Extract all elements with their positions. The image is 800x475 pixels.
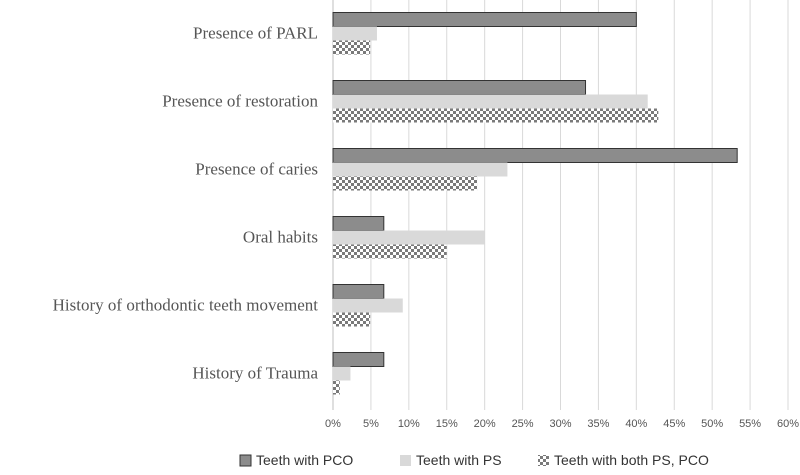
- category-label: History of Trauma: [192, 364, 318, 383]
- x-tick-label: 30%: [549, 418, 571, 430]
- legend-swatch-dark: [239, 454, 252, 467]
- category-label: Oral habits: [243, 228, 318, 247]
- x-tick-label: 40%: [625, 418, 647, 430]
- bar-light-3: [333, 230, 485, 245]
- gridlines: [332, 0, 789, 410]
- bar-light-0: [333, 26, 377, 41]
- x-tick-label: 55%: [739, 418, 761, 430]
- bar-light-2: [333, 162, 508, 177]
- category-label: Presence of caries: [195, 160, 318, 179]
- bar-dark-5: [332, 352, 385, 367]
- bar-light-5: [333, 366, 351, 381]
- bar-checker-2: [333, 176, 478, 191]
- bar-dark-4: [332, 284, 385, 299]
- category-label: Presence of restoration: [162, 92, 318, 111]
- category-label: History of orthodontic teeth movement: [53, 296, 319, 315]
- x-tick-label: 35%: [587, 418, 609, 430]
- legend-label: Teeth with both PS, PCO: [554, 452, 709, 468]
- category-labels: Presence of PARL Presence of restoration P…: [53, 24, 319, 383]
- x-tick-label: 60%: [777, 418, 799, 430]
- bar-dark-2: [332, 148, 738, 163]
- x-tick-label: 25%: [512, 418, 534, 430]
- x-tick-label: 15%: [436, 418, 458, 430]
- bar-checker-5: [333, 380, 340, 395]
- bars: [332, 12, 738, 395]
- category-label: Presence of PARL: [193, 24, 318, 43]
- bar-dark-3: [332, 216, 385, 231]
- bar-checker-1: [333, 108, 659, 123]
- bar-checker-4: [333, 312, 371, 327]
- x-tick-label: 50%: [701, 418, 723, 430]
- x-tick-label: 20%: [474, 418, 496, 430]
- bar-light-1: [333, 94, 648, 109]
- x-tick-label: 10%: [398, 418, 420, 430]
- legend: Teeth with PCO Teeth with PS Teeth with bo…: [239, 452, 709, 468]
- bar-dark-0: [332, 12, 637, 27]
- legend-swatch-checker: [538, 455, 549, 466]
- legend-label: Teeth with PS: [416, 452, 502, 468]
- x-tick-label: 0%: [325, 418, 341, 430]
- bar-checker-3: [333, 244, 447, 259]
- x-tick-label: 45%: [663, 418, 685, 430]
- bar-light-4: [333, 298, 403, 313]
- legend-label: Teeth with PCO: [256, 452, 353, 468]
- bar-dark-1: [332, 80, 587, 95]
- x-axis-ticks: 0% 5% 10% 15% 20% 25% 30% 35% 40% 45% 50% 55% 60%: [325, 418, 799, 430]
- legend-swatch-light: [400, 455, 411, 466]
- x-tick-label: 5%: [363, 418, 379, 430]
- bar-checker-0: [333, 40, 371, 55]
